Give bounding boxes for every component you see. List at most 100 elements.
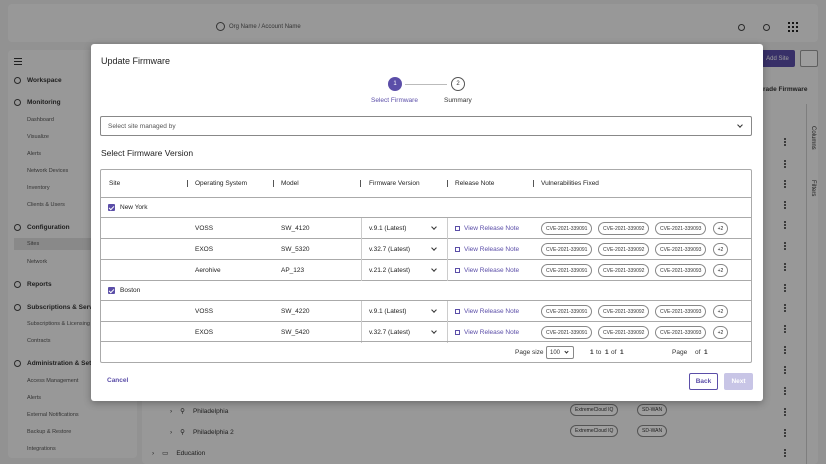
row-actions-icon[interactable] bbox=[784, 138, 787, 147]
site-checkbox[interactable] bbox=[108, 204, 115, 211]
site-managed-by-select[interactable]: Select site managed by bbox=[100, 116, 752, 136]
expand-chevron-icon[interactable]: › bbox=[170, 428, 173, 436]
page-label: Page bbox=[672, 349, 688, 356]
sidebar-item-inventory[interactable]: Inventory bbox=[27, 185, 50, 191]
model-cell: SW_5320 bbox=[281, 246, 310, 253]
row-actions-icon[interactable] bbox=[784, 408, 787, 417]
sidebar-item-clients-users[interactable]: Clients & Users bbox=[27, 202, 65, 208]
user-icon[interactable] bbox=[763, 23, 770, 31]
row-actions-icon[interactable] bbox=[784, 366, 787, 375]
row-actions-icon[interactable] bbox=[784, 429, 787, 438]
row-actions-icon[interactable] bbox=[784, 387, 787, 396]
column-header-site[interactable]: Site bbox=[109, 180, 121, 187]
subscriptions-icon bbox=[14, 304, 21, 311]
view-release-note-link[interactable]: View Release Note bbox=[455, 218, 519, 239]
firmware-version-select[interactable]: v.9.1 (Latest) bbox=[369, 225, 407, 232]
column-resize-handle[interactable] bbox=[533, 180, 534, 187]
column-header-vulnerabilities[interactable]: Vulnerabilities Fixed bbox=[541, 180, 599, 187]
sidebar-item-contracts[interactable]: Contracts bbox=[27, 338, 51, 344]
cancel-button[interactable]: Cancel bbox=[107, 377, 129, 384]
external-link-icon bbox=[455, 226, 460, 231]
view-release-note-link[interactable]: View Release Note bbox=[455, 301, 519, 322]
row-actions-icon[interactable] bbox=[784, 304, 787, 313]
row-actions-icon[interactable] bbox=[784, 160, 787, 169]
site-row[interactable]: › ⚲ Philadelphia bbox=[170, 407, 228, 416]
firmware-version-select[interactable]: v.32.7 (Latest) bbox=[369, 329, 411, 336]
row-actions-icon[interactable] bbox=[784, 242, 787, 251]
site-group-row[interactable]: New York bbox=[101, 198, 751, 218]
sidebar-item-access-management[interactable]: Access Management bbox=[27, 378, 79, 384]
apps-grid-icon[interactable] bbox=[788, 22, 798, 32]
cve-chip: CVE-2021-339091 bbox=[541, 222, 593, 235]
sidebar-administration[interactable]: Administration & Setti bbox=[14, 360, 95, 367]
model-cell: SW_4120 bbox=[281, 225, 310, 232]
row-actions-icon[interactable] bbox=[784, 180, 787, 189]
column-resize-handle[interactable] bbox=[187, 180, 188, 187]
sidebar-subscriptions[interactable]: Subscriptions & Servi bbox=[14, 304, 95, 311]
external-link-icon bbox=[455, 268, 460, 273]
site-checkbox[interactable] bbox=[108, 287, 115, 294]
sidebar-item-admin-alerts[interactable]: Alerts bbox=[27, 395, 42, 401]
more-cves-chip[interactable]: +2 bbox=[713, 243, 728, 256]
sidebar-monitoring[interactable]: Monitoring bbox=[14, 99, 61, 106]
next-button[interactable]: Next bbox=[724, 373, 753, 390]
site-row[interactable]: › ⚲ Philadelphia 2 bbox=[170, 428, 234, 437]
row-actions-icon[interactable] bbox=[784, 325, 787, 334]
row-actions-icon[interactable] bbox=[784, 263, 787, 272]
page-size-select[interactable]: 100 bbox=[546, 346, 574, 359]
sidebar-reports[interactable]: Reports bbox=[14, 281, 52, 288]
sidebar-item-network-devices[interactable]: Network Devices bbox=[27, 168, 69, 174]
menu-icon[interactable] bbox=[14, 58, 22, 67]
org-account-selector[interactable]: Org Name / Account Name bbox=[216, 22, 301, 31]
upgrade-firmware-button[interactable]: rade Firmware bbox=[763, 86, 808, 93]
sidebar-item-network[interactable]: Network bbox=[27, 259, 48, 265]
expand-chevron-icon[interactable]: › bbox=[170, 407, 173, 415]
folder-row[interactable]: › ▭ Education bbox=[152, 449, 205, 458]
os-cell: VOSS bbox=[195, 225, 214, 232]
firmware-version-select[interactable]: v.21.2 (Latest) bbox=[369, 267, 411, 274]
row-actions-icon[interactable] bbox=[784, 201, 787, 210]
add-site-button[interactable]: Add Site bbox=[760, 50, 795, 67]
view-release-note-link[interactable]: View Release Note bbox=[455, 239, 519, 260]
row-actions-icon[interactable] bbox=[784, 221, 787, 230]
site-name: Philadelphia 2 bbox=[192, 428, 234, 436]
sidebar-item-subscriptions-licensing[interactable]: Subscriptions & Licensing bbox=[27, 321, 90, 327]
sidebar-item-dashboard[interactable]: Dashboard bbox=[27, 117, 54, 123]
firmware-version-select[interactable]: v.9.1 (Latest) bbox=[369, 308, 407, 315]
expand-chevron-icon[interactable]: › bbox=[152, 449, 155, 457]
column-header-os[interactable]: Operating System bbox=[195, 180, 248, 187]
columns-tab[interactable]: Columns bbox=[810, 126, 816, 150]
more-options-button[interactable] bbox=[800, 50, 818, 67]
column-resize-handle[interactable] bbox=[447, 180, 448, 187]
filters-tab[interactable]: Filters bbox=[810, 180, 816, 197]
column-header-release-note[interactable]: Release Note bbox=[455, 180, 495, 187]
row-actions-icon[interactable] bbox=[784, 346, 787, 355]
side-panel: Columns Filters bbox=[806, 104, 820, 464]
more-cves-chip[interactable]: +2 bbox=[713, 222, 728, 235]
view-release-note-link[interactable]: View Release Note bbox=[455, 322, 519, 343]
back-button[interactable]: Back bbox=[689, 373, 718, 390]
column-resize-handle[interactable] bbox=[360, 180, 361, 187]
sidebar-configuration[interactable]: Configuration bbox=[14, 224, 70, 231]
sidebar-workspace[interactable]: Workspace bbox=[14, 77, 62, 84]
more-cves-chip[interactable]: +2 bbox=[713, 305, 728, 318]
sidebar-item-alerts[interactable]: Alerts bbox=[27, 151, 42, 157]
column-header-firmware[interactable]: Firmware Version bbox=[369, 180, 420, 187]
row-actions-icon[interactable] bbox=[784, 449, 787, 458]
firmware-version-select[interactable]: v.32.7 (Latest) bbox=[369, 246, 411, 253]
column-resize-handle[interactable] bbox=[273, 180, 274, 187]
column-header-model[interactable]: Model bbox=[281, 180, 299, 187]
range-total: 1 bbox=[620, 349, 624, 356]
more-cves-chip[interactable]: +2 bbox=[713, 264, 728, 277]
more-cves-chip[interactable]: +2 bbox=[713, 326, 728, 339]
bell-icon[interactable] bbox=[738, 23, 745, 31]
sidebar-item-visualize[interactable]: Visualize bbox=[27, 134, 49, 140]
monitoring-icon bbox=[14, 99, 21, 106]
org-icon bbox=[216, 22, 225, 31]
sidebar-item-external-notifications[interactable]: External Notifications bbox=[27, 412, 79, 418]
row-actions-icon[interactable] bbox=[784, 284, 787, 293]
sidebar-item-backup-restore[interactable]: Backup & Restore bbox=[27, 429, 72, 435]
site-group-row[interactable]: Boston bbox=[101, 281, 751, 301]
sidebar-item-integrations[interactable]: Integrations bbox=[27, 446, 56, 452]
view-release-note-link[interactable]: View Release Note bbox=[455, 260, 519, 281]
